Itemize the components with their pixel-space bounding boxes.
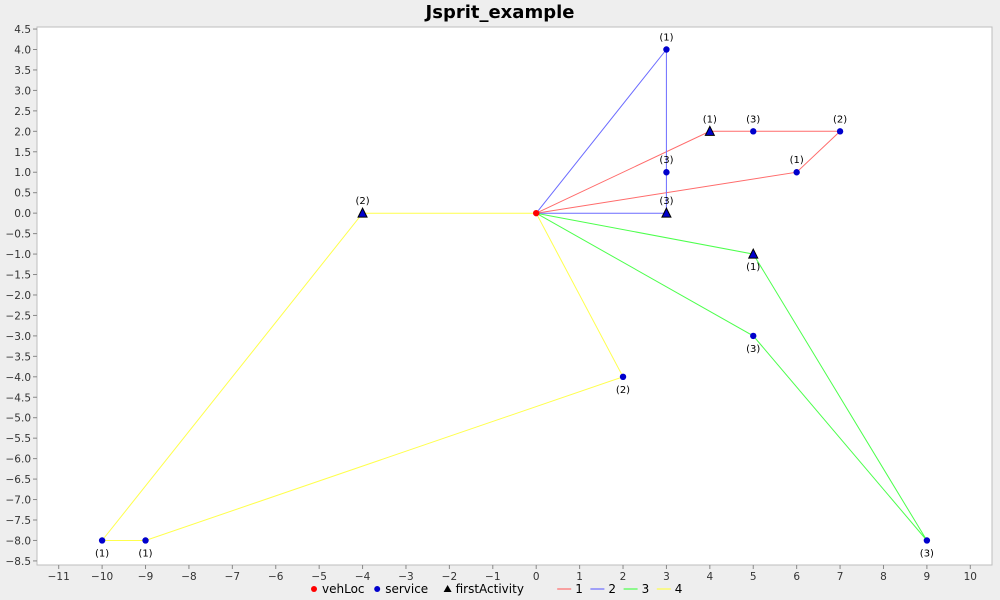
y-tick-label: −3.5 — [6, 351, 32, 363]
y-tick-label: −3.0 — [6, 331, 32, 343]
x-tick-label: 10 — [964, 571, 977, 583]
point-label: (3) — [659, 155, 673, 166]
y-tick-label: 3.0 — [14, 85, 31, 97]
x-tick-label: −10 — [91, 571, 113, 583]
service-point — [663, 169, 670, 176]
axis-layer: 4.5 4.0 3.5 3.0 2.5 2.0 1.5 1.0 0.5 0.0 −0.5 −1.0 −1… — [6, 24, 977, 583]
x-tick-label: 3 — [663, 571, 670, 583]
y-tick-label: −4.5 — [6, 392, 32, 404]
y-tick-label: 0.0 — [14, 208, 31, 220]
point-label: (1) — [138, 548, 152, 559]
point-label: (3) — [920, 548, 934, 559]
route-line-1 — [535, 130, 842, 214]
point-label: (3) — [746, 344, 760, 355]
service-point — [750, 128, 757, 135]
legend-label-1: 1 — [575, 582, 583, 596]
service-point — [98, 537, 106, 544]
point-label: (2) — [833, 114, 847, 125]
y-tick-label: −4.0 — [6, 372, 32, 384]
x-tick-label: −9 — [138, 571, 153, 583]
y-tick-label: −6.0 — [6, 454, 32, 466]
chart-title: Jsprit_example — [425, 2, 575, 23]
service-point — [923, 537, 931, 544]
legend-label-service: service — [385, 582, 428, 596]
vehicle-location-point — [533, 209, 540, 217]
y-tick-label: 4.5 — [14, 24, 31, 36]
legend-label-2: 2 — [608, 582, 616, 596]
point-label: (2) — [355, 196, 369, 207]
point-markers — [98, 46, 931, 544]
service-point — [663, 46, 670, 53]
y-tick-label: 3.5 — [14, 65, 31, 77]
y-tick-label: 4.0 — [14, 45, 31, 57]
x-tick-label: −7 — [225, 571, 240, 583]
y-tick-label: 2.0 — [14, 126, 31, 138]
first-activity-point — [357, 207, 368, 218]
legend-label-firstActivity: firstActivity — [456, 582, 524, 596]
x-tick-label: 0 — [533, 571, 540, 583]
x-tick-label: 5 — [750, 571, 757, 583]
legend-label-3: 3 — [642, 582, 650, 596]
x-tick-label: 7 — [837, 571, 844, 583]
point-label: (3) — [659, 196, 673, 207]
y-tick-label: 0.5 — [14, 188, 31, 200]
point-label: (1) — [703, 114, 717, 125]
y-tick-label: −2.5 — [6, 310, 32, 322]
x-tick-label: 6 — [793, 571, 800, 583]
service-point — [619, 373, 627, 381]
x-tick-label: 1 — [576, 571, 583, 583]
y-tick-label: −1.5 — [6, 270, 32, 282]
point-label: (1) — [659, 33, 673, 44]
x-tick-label: −4 — [355, 571, 371, 583]
y-tick-label: −7.0 — [6, 495, 32, 507]
first-activity-point — [704, 125, 716, 136]
y-tick-label: −8.5 — [6, 556, 32, 568]
service-point — [142, 537, 149, 544]
y-tick-label: 1.5 — [14, 147, 31, 159]
first-activity-point — [661, 207, 672, 218]
x-tick-label: −6 — [268, 571, 284, 583]
x-tick-label: 4 — [706, 571, 713, 583]
service-point — [836, 128, 844, 135]
x-tick-label: 9 — [924, 571, 931, 583]
legend: vehLoc service firstActivity 1 2 3 4 — [311, 582, 682, 596]
y-tick-label: −2.0 — [6, 290, 32, 302]
first-activity-point — [747, 247, 759, 259]
route-line-4 — [101, 212, 624, 541]
plot-area — [36, 26, 993, 566]
legend-label-vehLoc: vehLoc — [322, 582, 365, 596]
y-tick-label: −7.5 — [6, 515, 32, 527]
x-tick-label: −3 — [398, 571, 413, 583]
point-label: (1) — [95, 548, 109, 559]
x-tick-label: −11 — [48, 571, 70, 583]
y-tick-label: −5.0 — [6, 413, 32, 425]
point-label: (2) — [616, 385, 630, 396]
x-tick-label: −2 — [442, 571, 457, 583]
x-tick-label: 8 — [880, 571, 887, 583]
legend-label-4: 4 — [675, 582, 683, 596]
y-tick-label: −6.5 — [6, 474, 32, 486]
point-label: (1) — [790, 155, 804, 166]
x-tick-label: −8 — [181, 571, 196, 583]
y-tick-label: −5.5 — [6, 433, 32, 445]
legend-symbol-service — [374, 586, 381, 592]
y-tick-label: 2.5 — [14, 106, 31, 118]
legend-symbol-firstActivity — [443, 585, 452, 592]
x-tick-label: −5 — [311, 571, 326, 583]
service-point — [750, 332, 757, 340]
x-tick-label: −1 — [485, 571, 500, 583]
legend-symbol-vehLoc — [311, 586, 317, 592]
point-label: (3) — [746, 114, 760, 125]
y-tick-label: −0.5 — [6, 229, 32, 241]
service-point — [793, 169, 800, 176]
y-tick-label: 1.0 — [14, 167, 31, 179]
y-tick-label: −8.0 — [6, 535, 32, 547]
point-label: (1) — [746, 262, 760, 273]
x-tick-label: 2 — [620, 571, 627, 583]
point-labels: (1) (3) (2) (1) (3) (3) (2) (1) (1) (3) (1) (3) (2) (… — [95, 33, 934, 560]
y-tick-label: −1.0 — [6, 249, 32, 261]
